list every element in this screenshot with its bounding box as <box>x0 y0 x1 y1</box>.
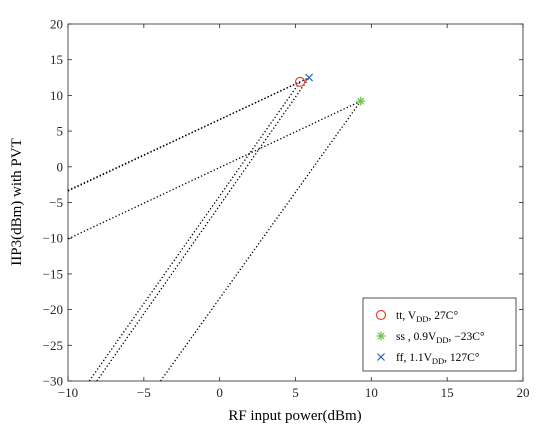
legend-marker <box>376 331 386 341</box>
data-point <box>305 73 314 82</box>
y-tick-label: 0 <box>57 159 64 174</box>
x-tick-label: −5 <box>137 385 151 400</box>
trend-line <box>67 76 310 192</box>
x-tick-label: 5 <box>292 385 299 400</box>
y-axis-label: IIP3(dBm) with PVT <box>9 138 25 266</box>
y-tick-label: −10 <box>43 231 63 246</box>
trend-line <box>88 81 301 382</box>
trend-line <box>67 100 361 240</box>
y-tick-label: −20 <box>43 302 63 317</box>
y-tick-label: −30 <box>43 374 63 389</box>
y-tick-label: 15 <box>50 52 63 67</box>
y-ticks: −30 −25 −20 −15 −10 −5 0 5 10 15 20 <box>43 17 523 389</box>
y-tick-label: −15 <box>43 266 63 281</box>
y-tick-label: −5 <box>49 195 63 210</box>
legend-marker <box>375 309 387 321</box>
legend: tt, VDD, 27C° ss , 0.9VDD, −23C° ff, 1.1VD… <box>362 297 517 372</box>
data-markers <box>294 73 366 106</box>
data-point <box>294 76 306 87</box>
y-tick-label: 10 <box>50 88 63 103</box>
y-tick-label: 20 <box>50 17 63 32</box>
x-ticks: −10 −5 0 5 10 15 20 <box>58 24 530 400</box>
trend-line <box>159 100 362 382</box>
data-point <box>356 96 366 106</box>
y-tick-label: −25 <box>43 338 63 353</box>
y-tick-label: 5 <box>57 124 64 139</box>
trend-line <box>96 77 310 382</box>
x-tick-label: −10 <box>58 385 78 400</box>
x-tick-label: 10 <box>365 385 378 400</box>
x-axis-label: RF input power(dBm) <box>228 408 361 424</box>
trend-lines <box>67 76 362 382</box>
legend-label: tt, VDD, 27C° <box>396 310 458 324</box>
legend-box <box>362 297 517 372</box>
x-tick-label: 20 <box>517 385 530 400</box>
x-tick-label: 15 <box>441 385 454 400</box>
x-tick-label: 0 <box>216 385 223 400</box>
legend-label: ss , 0.9VDD, −23C° <box>396 331 485 345</box>
legend-marker <box>377 353 385 361</box>
legend-label: ff, 1.1VDD, 127C° <box>396 352 480 366</box>
